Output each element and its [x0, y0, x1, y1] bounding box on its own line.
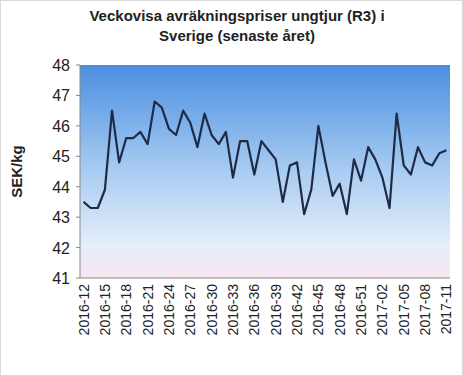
x-tick-label: 2016-24 [161, 284, 177, 336]
title: Veckovisa avräkningspriser ungtjur (R3) … [72, 6, 402, 46]
y-tick-label: 48 [52, 57, 70, 74]
chart: 41 42 43 44 45 46 47 48 SEK/kg 2016-12 2016-15 2016… [0, 0, 463, 376]
y-axis-title: SEK/kg [8, 145, 25, 198]
x-tick-label: 2016-30 [204, 284, 220, 336]
x-tick-label: 2016-27 [182, 284, 198, 336]
x-tick-label: 2016-15 [97, 284, 113, 336]
y-tick [76, 186, 80, 187]
y-tick-label: 43 [52, 209, 70, 226]
y-tick-label: 42 [52, 240, 70, 257]
y-tick [76, 125, 80, 126]
x-tick-label: 2016-21 [140, 284, 156, 336]
x-tick-label: 2017-05 [396, 284, 412, 336]
chart-svg: 41 42 43 44 45 46 47 48 SEK/kg 2016-12 2016-15 2016… [0, 0, 463, 376]
x-tick-label: 2016-42 [289, 284, 305, 336]
y-tick-label: 45 [52, 148, 70, 165]
x-tick-label: 2016-48 [332, 284, 348, 336]
y-tick-label: 41 [52, 270, 70, 287]
y-tick-label: 47 [52, 87, 70, 104]
y-tick [76, 278, 80, 279]
series-line [84, 102, 447, 215]
frame [1, 1, 463, 376]
y-axis [80, 65, 81, 278]
x-tick-label: 2016-39 [268, 284, 284, 336]
x-tick-label: 2017-11 [438, 284, 454, 335]
y-tick [76, 247, 80, 248]
y-tick [76, 65, 80, 66]
x-tick-label: 2016-12 [76, 284, 92, 336]
x-tick-label: 2017-08 [417, 284, 433, 336]
y-tick-label: 46 [52, 118, 70, 135]
x-tick-label: 2017-02 [374, 284, 390, 336]
series-group [84, 102, 447, 215]
y-tick [76, 217, 80, 218]
y-tick-label: 44 [52, 179, 70, 196]
x-tick-label: 2016-51 [353, 284, 369, 336]
y-tick [76, 95, 80, 96]
y-tick [76, 156, 80, 157]
plot-area [80, 65, 450, 278]
x-tick-label: 2016-45 [310, 284, 326, 336]
x-tick-label: 2016-33 [225, 284, 241, 336]
x-tick-label: 2016-36 [246, 284, 262, 336]
x-tick-label: 2016-18 [118, 284, 134, 336]
x-axis [80, 278, 450, 279]
